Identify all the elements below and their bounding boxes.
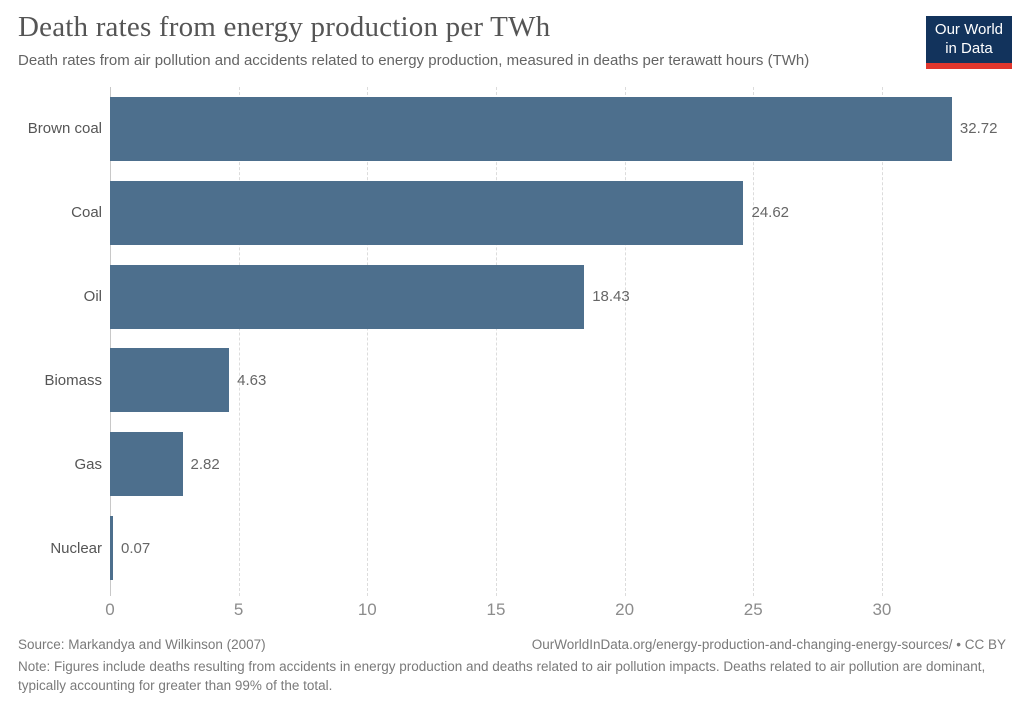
x-tick-label: 10: [357, 600, 377, 620]
owid-logo-line1: Our World: [934, 21, 1003, 38]
chart-row: Nuclear 0.07: [50, 506, 1008, 590]
value-label: 4.63: [237, 371, 267, 389]
bar-oil[interactable]: [110, 264, 585, 329]
chart-row: Biomass 4.63: [44, 339, 1008, 423]
chart-header: Death rates from energy production per T…: [0, 0, 1024, 71]
category-label: Oil: [83, 288, 102, 306]
owid-logo-line2: in Data: [945, 39, 993, 57]
category-label: Biomass: [44, 371, 102, 389]
footer-row: Source: Markandya and Wilkinson (2007) O…: [18, 636, 1006, 655]
note-text: Note: Figures include deaths resulting f…: [18, 658, 986, 693]
chart-row: Brown coal 32.72: [28, 87, 1008, 171]
bar-brown-coal[interactable]: [110, 96, 952, 161]
zero-gridline: [110, 87, 111, 597]
value-label: 24.62: [751, 204, 790, 222]
category-label: Gas: [74, 455, 102, 473]
chart-subtitle: Death rates from air pollution and accid…: [18, 51, 810, 69]
x-tick-label: 20: [615, 600, 635, 620]
category-label: Brown coal: [27, 120, 102, 138]
bar-nuclear[interactable]: [110, 516, 113, 581]
x-tick-label: 0: [105, 600, 115, 620]
chart-title: Death rates from energy production per T…: [18, 11, 551, 43]
x-tick-label: 25: [743, 600, 763, 620]
category-label: Coal: [71, 204, 102, 222]
source-text: Source: Markandya and Wilkinson (2007): [18, 637, 266, 653]
x-tick-label: 15: [486, 600, 506, 620]
bar-gas[interactable]: [110, 432, 183, 497]
gridline: [753, 87, 755, 597]
gridline: [495, 87, 497, 597]
bar-biomass[interactable]: [110, 348, 230, 413]
bar-coal[interactable]: [110, 180, 744, 245]
plot-area: Brown coal 32.72 Coal 24.62 Oil 18.43 Biomass 4…: [28, 87, 1008, 597]
value-label: 18.43: [592, 288, 630, 306]
gridline: [238, 87, 240, 597]
value-label: 32.72: [959, 120, 998, 138]
chart-footer: Source: Markandya and Wilkinson (2007) O…: [18, 636, 1006, 696]
x-tick-label: 30: [872, 600, 892, 620]
x-axis: 0 5 10 15 20 25 30: [105, 590, 1008, 628]
chart-row: Gas 2.82: [74, 422, 1008, 506]
gridline: [624, 87, 626, 597]
chart-row: Coal 24.62: [71, 171, 1008, 255]
value-label: 0.07: [121, 539, 151, 557]
chart-row: Oil 18.43: [84, 255, 1008, 339]
value-label: 2.82: [190, 455, 220, 473]
category-label: Nuclear: [50, 539, 102, 557]
gridline: [881, 87, 883, 597]
owid-url-link[interactable]: OurWorldInData.org/energy-production-and…: [531, 637, 1006, 653]
gridline: [367, 87, 369, 597]
bar-chart: Brown coal 32.72 Coal 24.62 Oil 18.43 Biomass 4…: [0, 87, 1024, 628]
owid-logo[interactable]: Our World in Data: [925, 16, 1012, 69]
x-tick-label: 5: [233, 600, 244, 620]
